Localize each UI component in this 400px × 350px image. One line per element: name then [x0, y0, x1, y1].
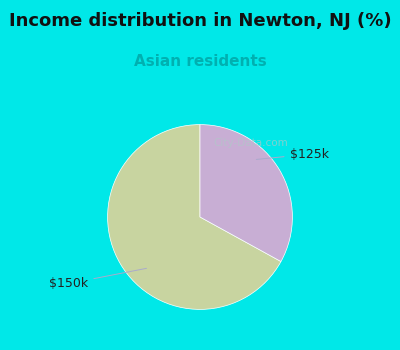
Text: $150k: $150k: [49, 268, 146, 290]
Text: $125k: $125k: [256, 148, 328, 161]
Text: Asian residents: Asian residents: [134, 54, 266, 69]
Wedge shape: [200, 125, 292, 261]
Text: City-Data.com: City-Data.com: [214, 138, 288, 148]
Text: Income distribution in Newton, NJ (%): Income distribution in Newton, NJ (%): [9, 12, 391, 30]
Wedge shape: [108, 125, 281, 309]
